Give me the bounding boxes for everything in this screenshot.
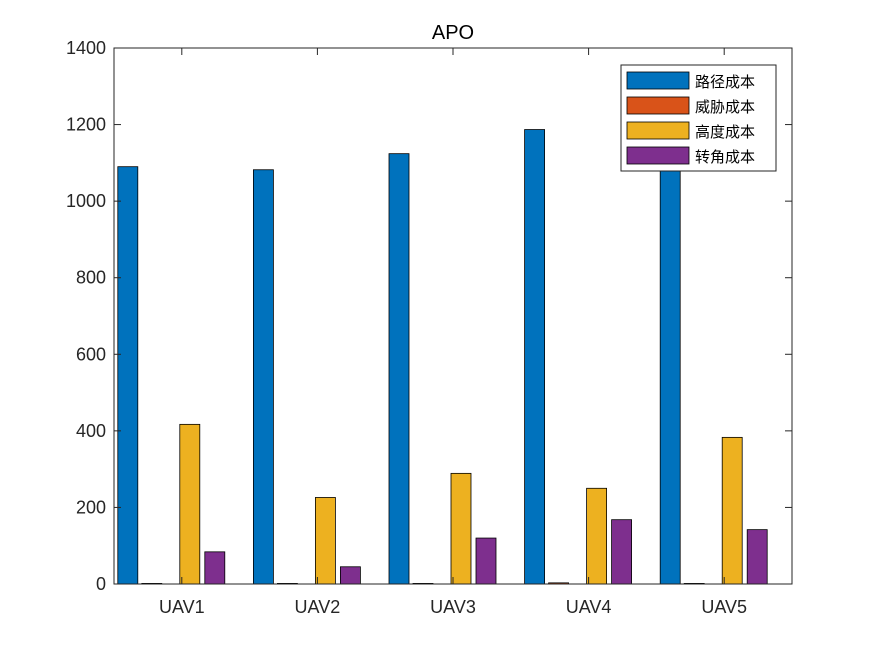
- bar-uav3-series-4: [475, 537, 497, 585]
- bar-uav1-series-4: [204, 551, 226, 585]
- bar-uav5-series-1: [659, 158, 681, 585]
- legend-label-series-3: 高度成本: [695, 123, 755, 141]
- bar-uav5-series-3: [721, 436, 743, 585]
- bars-group: [117, 129, 768, 585]
- bar-uav2-series-1: [252, 169, 274, 585]
- legend-swatch-series-3: [626, 121, 690, 140]
- legend-label-series-4: 转角成本: [695, 148, 755, 166]
- bar-uav3-series-1: [388, 153, 410, 585]
- y-tick-label: 1000: [66, 191, 106, 211]
- y-tick-label: 400: [76, 421, 106, 441]
- bar-uav4-series-1: [524, 129, 545, 585]
- y-tick-label: 1200: [66, 115, 106, 135]
- bar-uav5-series-4: [746, 529, 768, 585]
- axes-group: 0 200 400 600 800 1000 1200 1400 UAV1 UAV2 UAV3 UAV…: [66, 38, 793, 617]
- legend-swatch-series-4: [626, 146, 690, 165]
- legend-label-series-2: 威胁成本: [695, 98, 755, 116]
- legend-swatch-series-1: [626, 71, 690, 90]
- x-tick-label: UAV2: [295, 597, 341, 617]
- x-tick-label: UAV3: [430, 597, 476, 617]
- chart-title: APO: [432, 22, 474, 44]
- y-tick-label: 200: [76, 497, 106, 517]
- x-tick-label: UAV4: [566, 597, 612, 617]
- bar-uav4-series-4: [611, 519, 632, 585]
- bar-uav2-series-3: [314, 497, 336, 585]
- x-tick-label: UAV5: [701, 597, 747, 617]
- bar-uav1-series-1: [117, 166, 139, 585]
- legend-label-series-1: 路径成本: [695, 73, 755, 91]
- bar-uav4-series-3: [586, 487, 607, 585]
- y-tick-label: 0: [96, 574, 106, 594]
- y-tick-label: 1400: [66, 38, 106, 58]
- bar-uav3-series-3: [450, 472, 472, 585]
- bar-uav1-series-3: [179, 423, 201, 585]
- x-tick-label: UAV1: [159, 597, 205, 617]
- y-tick-label: 800: [76, 268, 106, 288]
- bar-uav2-series-4: [339, 566, 361, 585]
- legend-swatch-series-2: [626, 96, 690, 115]
- y-tick-label: 600: [76, 344, 106, 364]
